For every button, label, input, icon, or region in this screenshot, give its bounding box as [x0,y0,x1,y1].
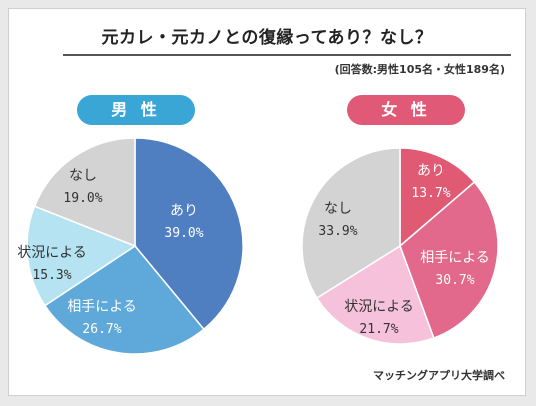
slice-value-label: 30.7% [435,273,474,288]
slice-label: なし [324,201,352,217]
pie-slice [399,147,476,248]
slice-label: 相手による [67,299,137,315]
pie-slice [301,147,401,300]
pie-slice [26,205,137,307]
pie-slice [134,137,244,331]
pie-0: あり 39.0% 相手による 26.7% 状況による 15.3% なし 19.0% [17,137,244,355]
slice-value-label: 26.7% [82,322,121,337]
slice-label: 相手による [420,250,490,266]
title-rule [63,54,511,56]
pie-slice [315,244,435,345]
slice-value-label: 13.7% [411,186,450,201]
slice-label: あり [417,163,445,179]
pie-slice [43,245,205,355]
slice-value-label: 39.0% [164,226,203,241]
slice-value-label: 19.0% [63,191,102,206]
slice-value-label: 33.9% [318,224,357,239]
slice-value-label: 15.3% [32,268,71,283]
slice-label: なし [69,168,97,184]
female-pie-title: 女 性 [347,95,465,125]
slice-label: 状況による [344,299,414,315]
pie-slice [33,137,136,248]
slice-value-label: 21.7% [359,322,398,337]
respondent-note: (回答数:男性105名・女性189名) [334,63,505,76]
slice-label: あり [170,203,198,219]
pie-slice [399,181,499,339]
chart-title: 元カレ・元カノとの復縁ってあり？なし？ [101,28,433,48]
source-credit: マッチングアプリ大学調べ [373,369,505,382]
slice-label: 状況による [17,245,87,261]
pie-1: あり 13.7% 相手による 30.7% 状況による 21.7% なし 33.9% [301,147,499,345]
male-pie-title: 男 性 [77,95,195,125]
